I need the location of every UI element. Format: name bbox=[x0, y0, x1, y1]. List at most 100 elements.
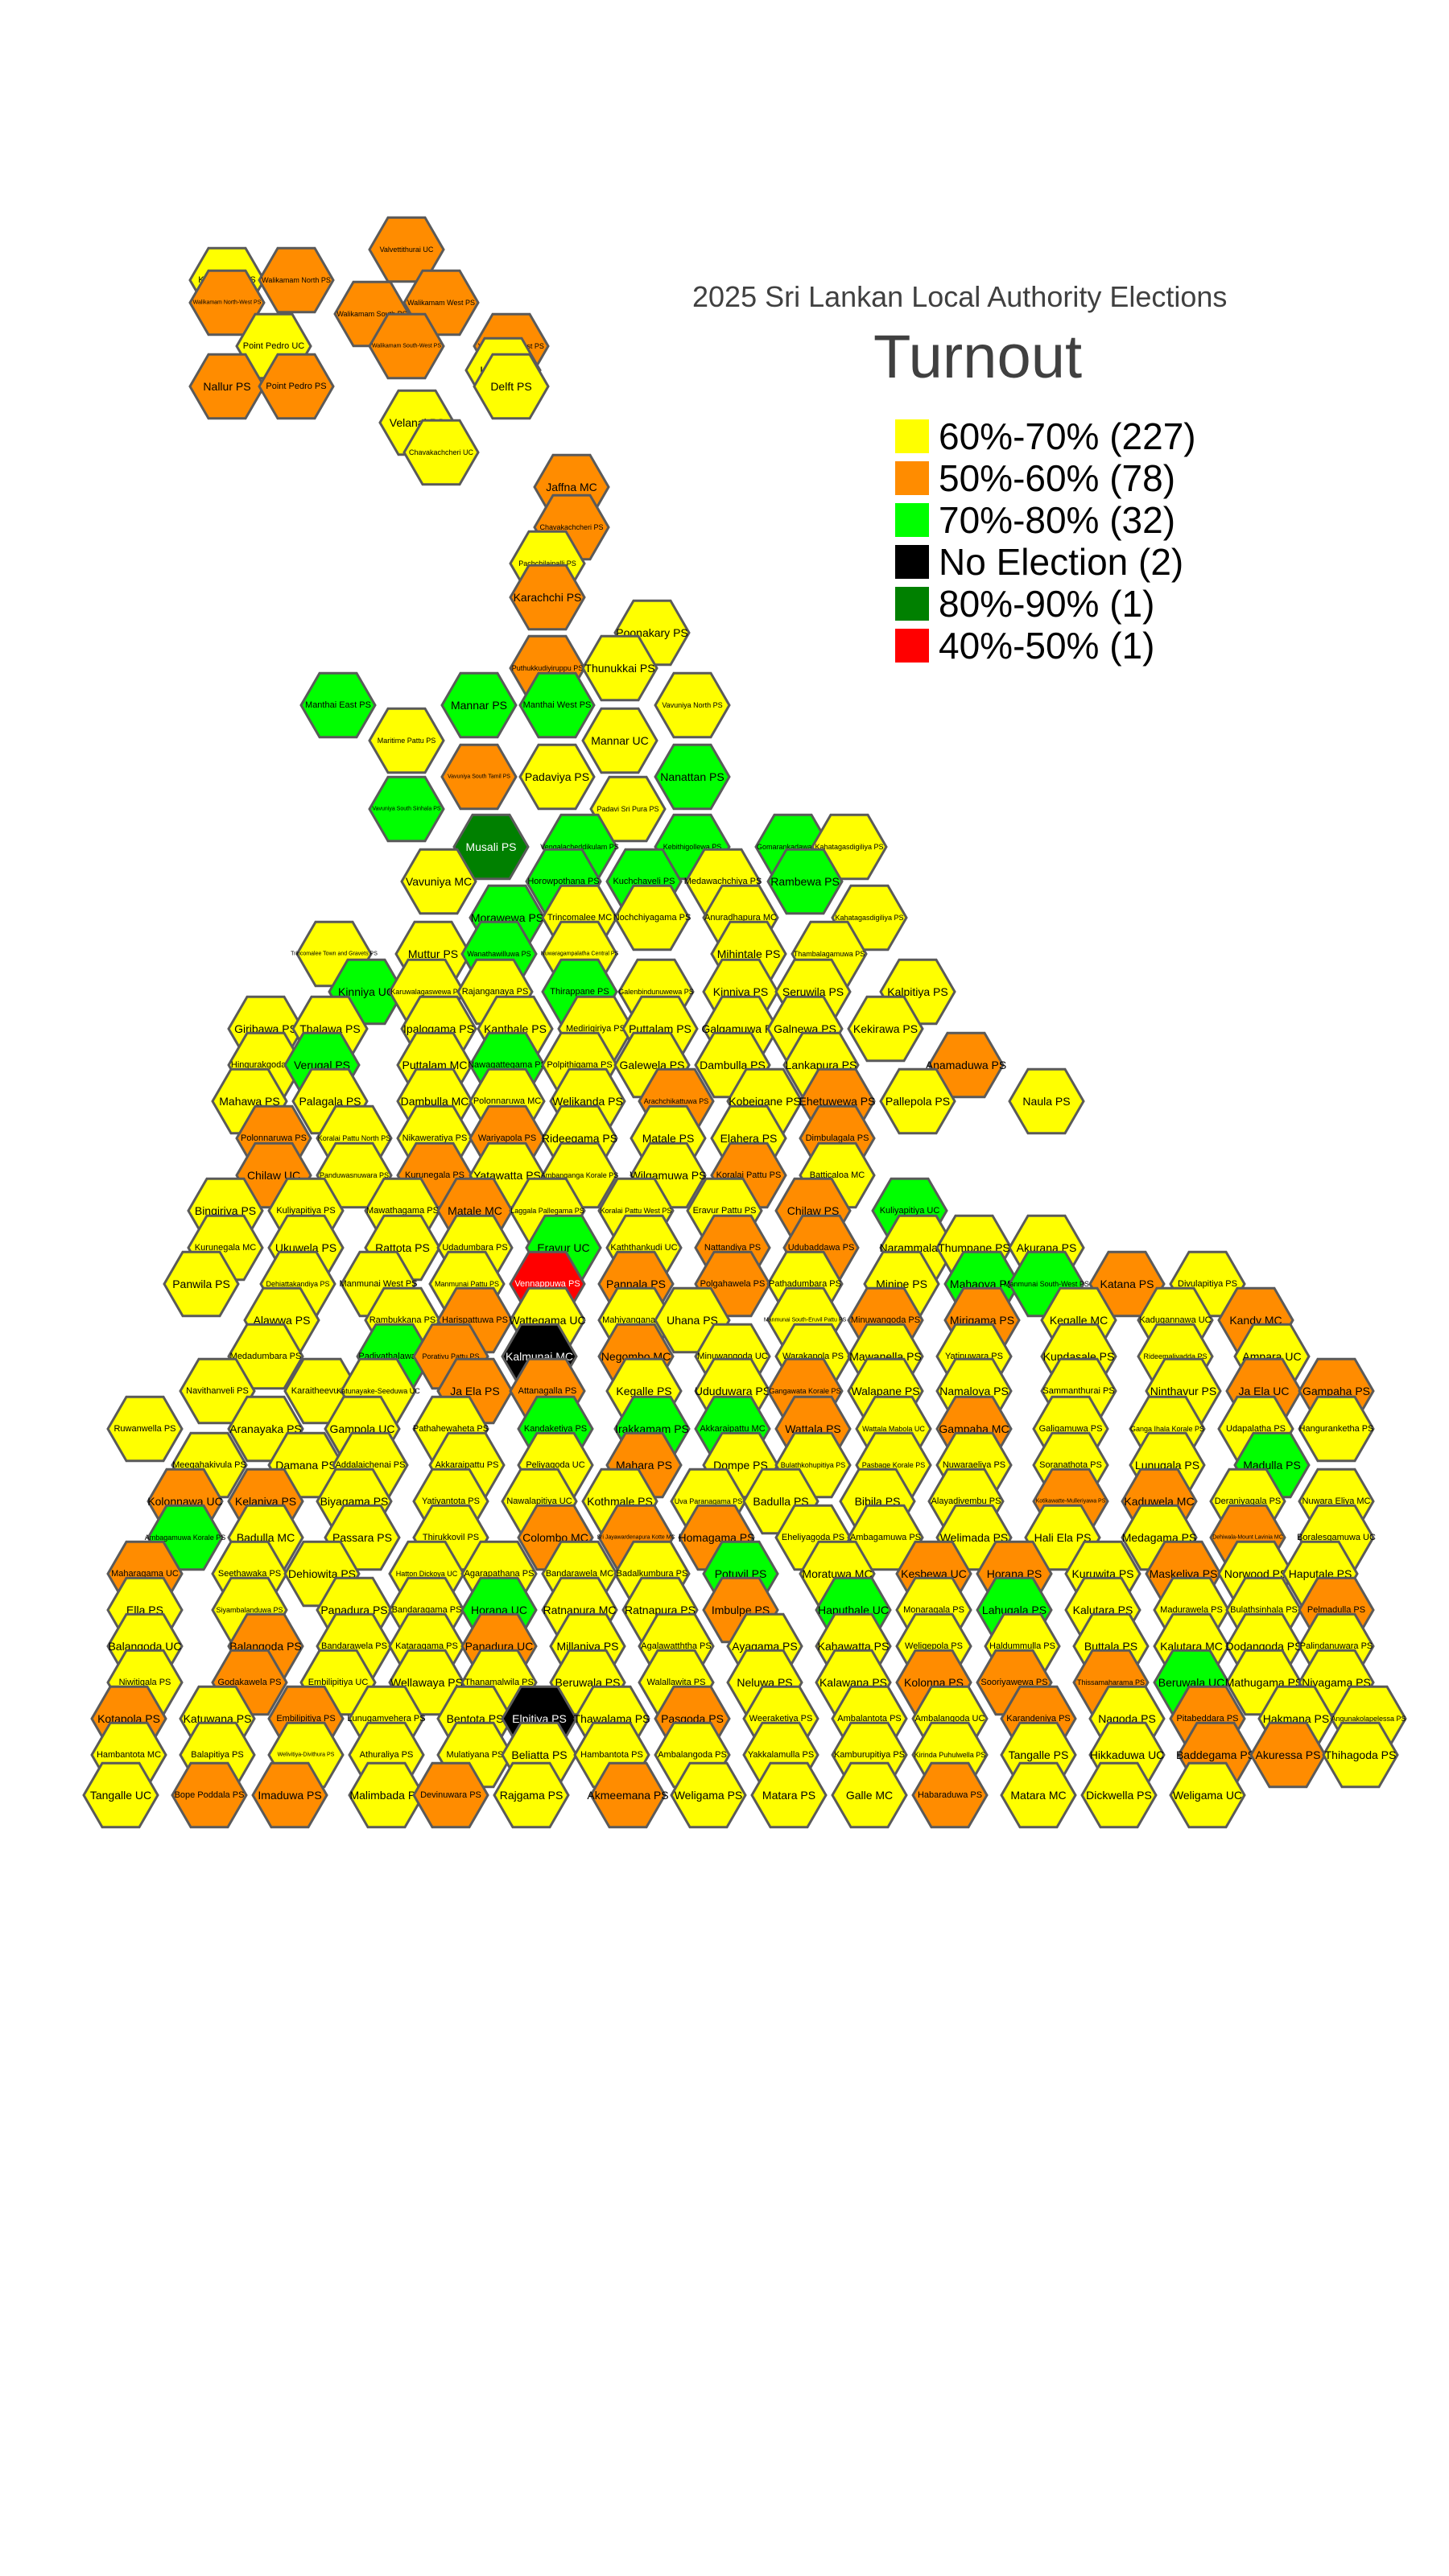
area-label: Koralai Pattu North PS bbox=[318, 1134, 391, 1142]
area-label: Eheliyagoda PS bbox=[782, 1533, 844, 1542]
legend-swatch bbox=[895, 629, 929, 663]
area-label: Kirinda Puhulwella PS bbox=[914, 1751, 986, 1759]
area-label: Manmunai West PS bbox=[339, 1279, 417, 1289]
area-label: Manthai West PS bbox=[523, 700, 592, 710]
area-label: Kekirawa PS bbox=[853, 1022, 918, 1035]
area-hex-shape bbox=[258, 246, 335, 314]
area-label: Siyambalanduwa PS bbox=[216, 1606, 283, 1614]
area-label: Habaraduwa PS bbox=[918, 1790, 982, 1800]
area-label: Namaloya PS bbox=[939, 1385, 1009, 1397]
area-label: Hambantota MC bbox=[97, 1750, 161, 1760]
area-label: Nallur PS bbox=[203, 380, 250, 393]
area-label: Kahatagasdigiliya PS bbox=[835, 914, 903, 922]
area-label: Delft PS bbox=[490, 380, 531, 393]
area-label: Vavuniya South Sinhala PS bbox=[372, 807, 440, 812]
area-label: Kobeigane PS bbox=[729, 1095, 801, 1108]
area-label: Udapalatha PS bbox=[1226, 1424, 1286, 1434]
area-label: Matale PS bbox=[642, 1132, 695, 1145]
area-label: Eravur Pattu PS bbox=[693, 1206, 757, 1216]
area-hex: Galle MC bbox=[831, 1761, 908, 1829]
area-label: Kuliyapitiya PS bbox=[276, 1206, 335, 1216]
area-label: Medawachchiya PS bbox=[684, 877, 762, 886]
legend-swatch bbox=[895, 587, 929, 621]
area-label: Mannar PS bbox=[451, 699, 507, 712]
area-label: Mannar UC bbox=[591, 734, 649, 747]
area-label: Puthukkudiyiruppu PS bbox=[512, 664, 584, 672]
area-label: Agalawatththa PS bbox=[641, 1641, 711, 1651]
area-hex-shape bbox=[493, 1761, 570, 1829]
area-label: Hatton Dickoya UC bbox=[396, 1570, 458, 1578]
area-label: Bingiriya PS bbox=[195, 1204, 256, 1217]
area-label: Walikamam West PS bbox=[407, 299, 475, 307]
area-hex: Malimbada PS bbox=[348, 1761, 425, 1829]
area-hex: Walikamam North PS bbox=[258, 246, 335, 314]
area-hex-shape bbox=[831, 1761, 908, 1829]
area-label: Walikamam South-West PS bbox=[372, 344, 441, 349]
area-label: Niwitigala PS bbox=[119, 1678, 171, 1687]
area-label: Katana PS bbox=[1100, 1278, 1154, 1290]
area-label: Akuressa PS bbox=[1256, 1748, 1321, 1761]
area-label: Vengalacheddikulam PS bbox=[540, 843, 619, 851]
area-label: Mihintale PS bbox=[717, 947, 781, 960]
area-label: Polonnaruwa PS bbox=[241, 1133, 307, 1143]
area-hex-shape bbox=[581, 634, 658, 702]
area-hex-shape bbox=[1298, 1395, 1375, 1463]
area-label: Bandarawela PS bbox=[321, 1641, 387, 1651]
area-label: Malimbada PS bbox=[349, 1789, 423, 1802]
area-hex: Kekirawa PS bbox=[847, 995, 924, 1063]
area-hex: Karachchi PS bbox=[509, 564, 586, 631]
legend-item: 80%-90% (1) bbox=[895, 583, 1196, 625]
area-hex-shape bbox=[1322, 1721, 1399, 1789]
area-hex-shape bbox=[251, 1761, 328, 1829]
area-label: Matara MC bbox=[1010, 1789, 1066, 1802]
area-hex-shape bbox=[368, 775, 445, 843]
area-label: Pathadumbara PS bbox=[769, 1279, 841, 1289]
area-hex-shape bbox=[299, 671, 377, 739]
area-label: Dehiattakandiya PS bbox=[266, 1280, 329, 1288]
area-hex-shape bbox=[163, 1250, 240, 1318]
area-label: Thihagoda PS bbox=[1325, 1748, 1397, 1761]
area-label: Chavakachcheri UC bbox=[409, 448, 474, 456]
area-label: Attanagalla PS bbox=[518, 1386, 577, 1396]
area-label: Point Pedro UC bbox=[243, 341, 304, 351]
area-label: Passara PS bbox=[332, 1531, 392, 1544]
area-label: Ehetuwewa PS bbox=[799, 1095, 876, 1108]
area-label: Pasbage Korale PS bbox=[862, 1461, 926, 1469]
area-label: Hali Ela PS bbox=[1034, 1531, 1092, 1544]
area-label: Rambukkana PS bbox=[369, 1315, 436, 1325]
area-label: Dehiwala-Mount Lavinia MC bbox=[1212, 1535, 1283, 1541]
area-hex: Weligama UC bbox=[1169, 1761, 1246, 1829]
area-label: Ruwanwella PS bbox=[114, 1424, 175, 1434]
area-label: Nochchiyagama PS bbox=[613, 913, 691, 923]
area-label: Monaragala PS bbox=[903, 1605, 964, 1615]
area-hex: Mannar UC bbox=[581, 707, 658, 774]
area-label: Ambanganga Korale PS bbox=[541, 1171, 619, 1179]
area-hex: Rajgama PS bbox=[493, 1761, 570, 1829]
area-label: Rambewa PS bbox=[770, 875, 840, 888]
area-label: Nawagattegama PS bbox=[468, 1060, 547, 1070]
area-hex: Hanguranketha PS bbox=[1298, 1395, 1375, 1463]
area-label: Pachchilaipalli PS bbox=[518, 559, 576, 568]
area-label: Kinniya UC bbox=[338, 985, 394, 998]
area-label: Kalpitiya PS bbox=[887, 985, 947, 998]
area-label: Kadugannawa UC bbox=[1139, 1315, 1211, 1325]
area-label: Damana PS bbox=[275, 1459, 336, 1472]
area-label: Thirappane PS bbox=[550, 987, 609, 997]
area-label: Minuwangoda PS bbox=[851, 1315, 920, 1325]
area-label: Musali PS bbox=[465, 840, 516, 853]
area-label: Weligama UC bbox=[1173, 1789, 1242, 1802]
area-label: Galigamuwa PS bbox=[1039, 1424, 1103, 1434]
area-label: Medadumbara PS bbox=[230, 1352, 302, 1361]
area-label: Yakkalamulla PS bbox=[748, 1750, 814, 1760]
area-label: Athuraliya PS bbox=[360, 1750, 414, 1760]
area-label: Ninthavur PS bbox=[1150, 1385, 1216, 1397]
area-hex: Dickwella PS bbox=[1080, 1761, 1158, 1829]
area-label: Boralesgamuwa UC bbox=[1297, 1533, 1376, 1542]
area-label: Walapane PS bbox=[851, 1385, 919, 1397]
legend-label: 40%-50% (1) bbox=[939, 625, 1155, 667]
area-label: Kuliyapitiya UC bbox=[880, 1206, 940, 1216]
area-hex-shape bbox=[348, 1761, 425, 1829]
area-label: Rajanganaya PS bbox=[462, 987, 529, 997]
area-hex-shape bbox=[613, 884, 691, 952]
area-hex: Vavuniya South Sinhala PS bbox=[368, 775, 445, 843]
